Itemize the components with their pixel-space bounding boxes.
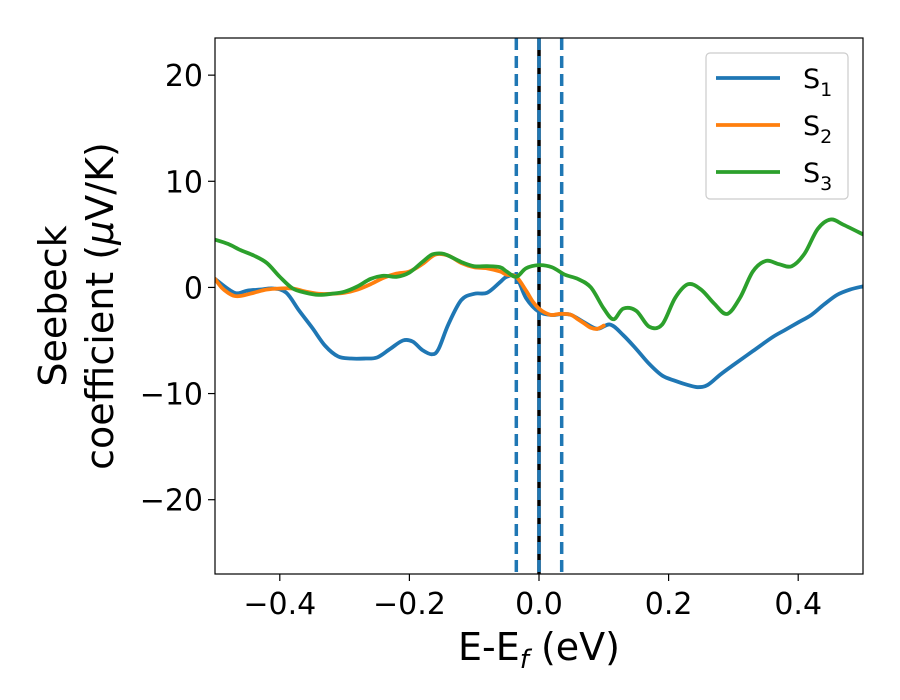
y-axis-label-mu: μ bbox=[78, 221, 122, 246]
x-tick-label: −0.4 bbox=[243, 587, 316, 622]
x-tick-label: 0.4 bbox=[774, 587, 822, 622]
y-axis-label-line2: coefficient (μV/K) bbox=[78, 142, 122, 470]
y-tick-label: 10 bbox=[165, 165, 203, 200]
vertical-reference-lines bbox=[514, 38, 564, 574]
legend-items: S1 S2 S3 bbox=[716, 64, 832, 195]
series-line-s3 bbox=[215, 217, 863, 331]
x-axis-label-unit: (eV) bbox=[529, 625, 620, 669]
y-axis-label: Seebeck coefficient (μV/K) bbox=[31, 142, 122, 470]
x-axis-label-main: E-E bbox=[458, 625, 520, 669]
y-axis-label-line2-end: V/K) bbox=[78, 142, 122, 221]
y-axis-ticks: −20 −10 0 10 20 bbox=[140, 59, 215, 519]
y-tick-label: 20 bbox=[165, 59, 203, 94]
series-lines bbox=[215, 217, 863, 390]
legend: S1 S2 S3 bbox=[705, 52, 849, 200]
x-axis-label: E-Ef (eV) bbox=[458, 625, 620, 675]
series-line-s1 bbox=[215, 273, 863, 390]
legend-label-s1: S1 bbox=[803, 64, 832, 101]
x-tick-label: −0.2 bbox=[373, 587, 446, 622]
x-axis-ticks: −0.4 −0.2 0.0 0.2 0.4 bbox=[243, 574, 822, 622]
y-tick-label: −10 bbox=[140, 378, 203, 413]
y-axis-label-line2-start: coefficient ( bbox=[78, 245, 122, 470]
x-tick-label: 0.2 bbox=[645, 587, 693, 622]
y-axis-label-line1: Seebeck bbox=[31, 225, 75, 386]
y-tick-label: 0 bbox=[184, 271, 203, 306]
legend-label-s2: S2 bbox=[803, 111, 832, 148]
legend-label-s3: S3 bbox=[803, 158, 832, 195]
y-tick-label: −20 bbox=[140, 484, 203, 519]
x-tick-label: 0.0 bbox=[515, 587, 563, 622]
